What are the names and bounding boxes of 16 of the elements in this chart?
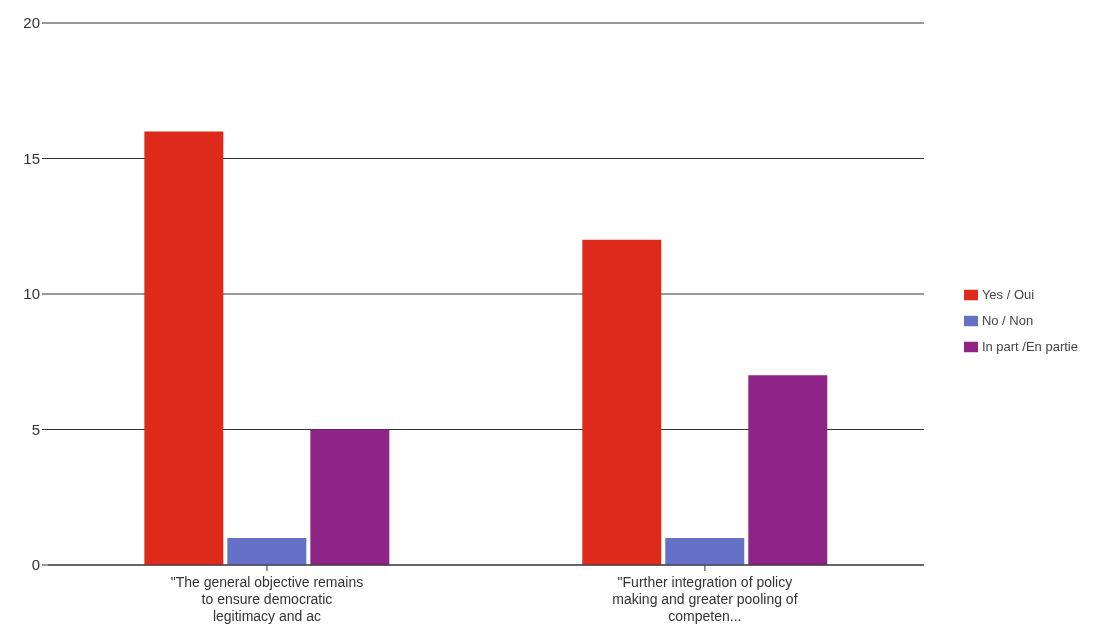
bar [144, 131, 224, 565]
bar [227, 537, 307, 565]
y-tick-label: 15 [23, 149, 40, 167]
bar [665, 537, 745, 565]
y-tick-label: 10 [23, 285, 40, 303]
bar [310, 429, 390, 565]
bar [582, 239, 662, 565]
bar [748, 375, 828, 565]
x-tick-label: "Further integration of policy making and greater pooling of competen... [612, 574, 798, 624]
legend-label: Yes / Oui [981, 286, 1035, 302]
legend-label: In part /En partie [981, 338, 1078, 354]
x-tick-label: "The general objective remains to ensure democratic legitimacy and ac [170, 574, 364, 624]
y-tick-label: 20 [23, 14, 40, 32]
y-tick-label: 0 [31, 556, 40, 574]
y-tick-label: 5 [31, 420, 40, 438]
legend-label: No / Non [981, 312, 1034, 328]
